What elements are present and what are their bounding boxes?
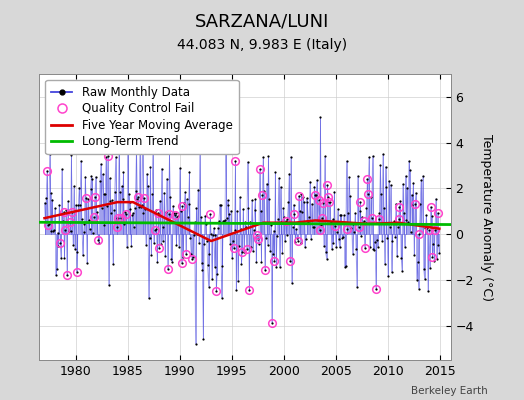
- Text: SARZANA/LUNI: SARZANA/LUNI: [195, 12, 329, 30]
- Y-axis label: Temperature Anomaly (°C): Temperature Anomaly (°C): [481, 134, 493, 300]
- Text: Berkeley Earth: Berkeley Earth: [411, 386, 487, 396]
- Legend: Raw Monthly Data, Quality Control Fail, Five Year Moving Average, Long-Term Tren: Raw Monthly Data, Quality Control Fail, …: [45, 80, 238, 154]
- Text: 44.083 N, 9.983 E (Italy): 44.083 N, 9.983 E (Italy): [177, 38, 347, 52]
